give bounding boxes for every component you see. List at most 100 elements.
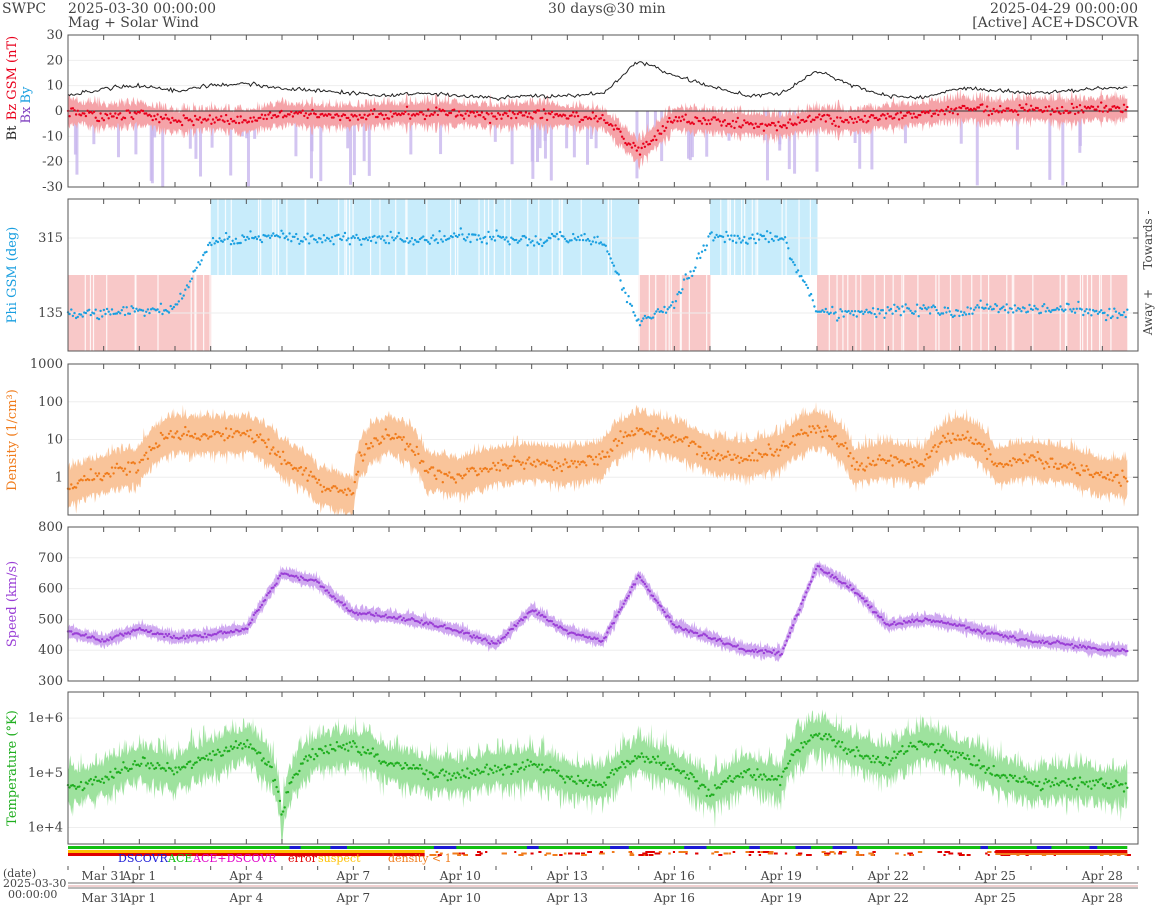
data-point [1016,780,1020,783]
data-point [635,757,638,760]
data-point [506,631,510,635]
data-point [555,112,559,116]
data-point [457,473,461,476]
data-point [987,114,990,117]
data-point [120,118,124,121]
data-point [645,585,648,588]
data-point [431,113,435,117]
data-point [1049,310,1052,314]
data-point [515,624,518,628]
data-point [536,613,539,616]
quality-mark [855,854,861,856]
data-point [400,239,404,242]
data-point [570,459,573,463]
data-point [422,623,425,626]
data-point [278,799,282,803]
data-point [115,312,119,315]
data-point [475,768,479,771]
data-point [68,312,71,316]
data-point [387,616,391,619]
data-point [114,466,117,469]
data-point [661,608,664,612]
phi-gap [741,199,743,351]
data-point [132,763,135,766]
data-point [731,780,735,783]
x-tick-label-lower: Apr 10 [439,891,481,905]
data-point [482,770,485,773]
quality-mark [642,852,648,855]
data-point [576,114,580,118]
data-point [808,114,811,118]
data-point [565,461,568,464]
data-point [335,487,339,490]
quality-mark [587,851,592,853]
data-point [622,287,625,290]
data-point [539,768,542,771]
data-point [1046,780,1049,784]
data-point [738,775,741,778]
data-point [847,455,850,458]
data-point [994,462,997,465]
data-point [387,242,391,245]
data-point [399,436,402,439]
data-point [448,471,451,474]
data-point [607,627,611,630]
data-point [268,452,272,455]
data-point [829,735,832,738]
data-point [806,286,810,290]
data-point [120,768,124,771]
quality-mark [477,854,482,856]
quality-mark [944,851,951,853]
data-point [418,621,422,624]
phi-gap [338,199,340,351]
data-point [746,121,749,124]
data-point [490,112,493,115]
data-point [1114,310,1118,313]
data-point [89,636,93,639]
data-point [412,618,415,621]
data-point [850,310,854,313]
data-point [938,442,942,445]
phi-gap [785,199,787,351]
data-point [163,117,166,120]
data-point [1065,784,1069,787]
data-point [417,113,420,116]
data-point [295,232,298,236]
data-point [972,442,976,446]
data-point [138,626,141,630]
data-point [762,651,766,655]
data-point [83,787,86,790]
phi-gap [670,199,672,351]
data-point [604,783,607,787]
phi-gap [260,199,262,351]
data-point [845,447,849,450]
data-point [441,240,444,243]
quality-mark [758,854,762,856]
data-point [673,623,676,627]
phi-gap [426,199,428,351]
quality-mark [645,854,649,856]
data-point [633,144,637,147]
data-point [316,241,319,244]
data-point [528,764,531,767]
data-point [202,253,205,257]
data-point [1018,104,1021,107]
data-point [1060,105,1064,109]
data-point [91,112,94,115]
data-point [493,239,497,242]
data-point [242,431,246,435]
data-point [407,445,410,448]
data-point [267,113,270,116]
data-point [132,117,135,121]
data-point [850,464,854,467]
data-point [992,764,995,768]
data-point [128,111,132,115]
data-point [674,300,678,303]
data-point [1034,784,1038,788]
data-point [932,743,935,746]
data-point [834,745,837,748]
data-point [805,283,808,287]
data-point [818,565,821,568]
data-point [702,451,705,455]
data-point [519,111,523,114]
